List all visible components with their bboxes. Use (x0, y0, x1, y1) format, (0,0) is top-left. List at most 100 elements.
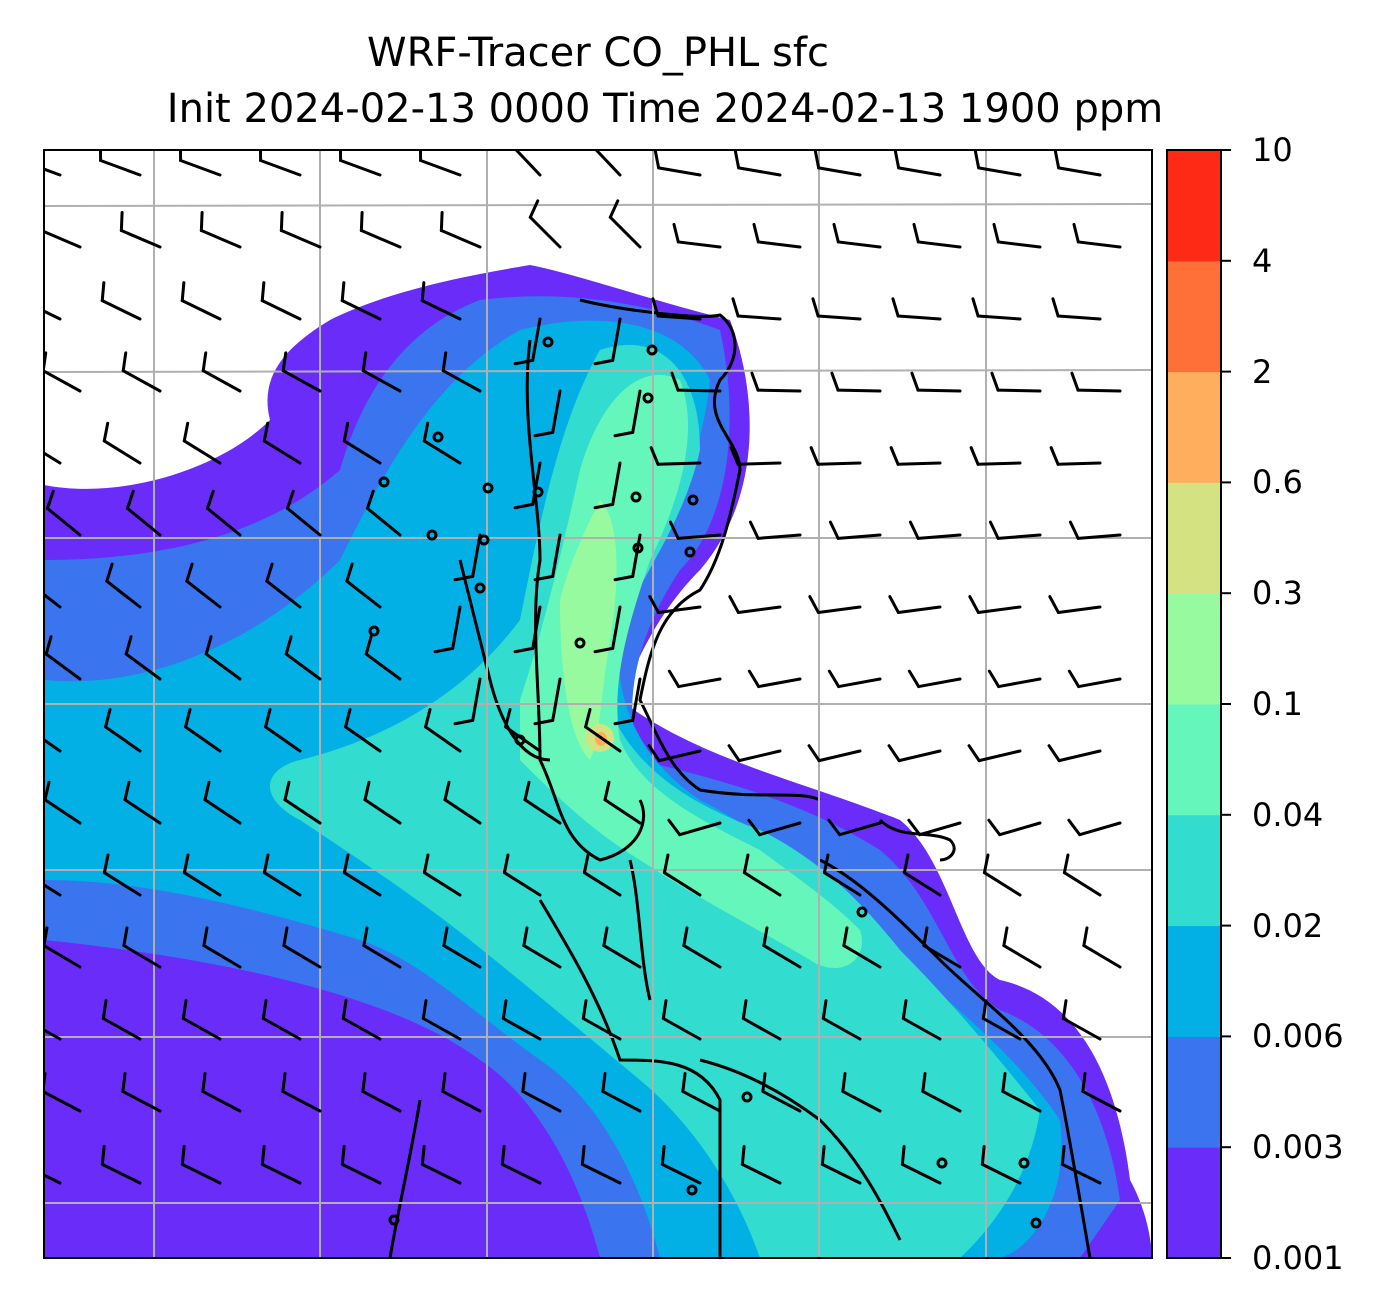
wind-barb-shaft (100, 299, 142, 321)
map-frame (43, 149, 1153, 1259)
wind-barb-shaft (1078, 821, 1122, 837)
wind-barb-shaft (124, 652, 162, 681)
wind-barb-flag (813, 150, 821, 170)
wind-barb-flag (205, 489, 215, 510)
colorbar-tick-label: 0.003 (1252, 1128, 1344, 1167)
wind-barb-shaft (916, 533, 962, 540)
wind-barb-shaft (285, 506, 322, 537)
wind-barb-flag (668, 520, 680, 540)
wind-barb-flag (533, 430, 555, 438)
wind-barb-flag (264, 707, 272, 729)
wind-barb-shaft (756, 533, 802, 540)
wind-barb-flag (602, 926, 609, 948)
wind-barb-shaft (580, 1162, 622, 1185)
wind-barb-flag (613, 574, 635, 582)
wind-barb-shaft (661, 1016, 702, 1041)
wind-barb-shaft (611, 605, 622, 650)
wind-barb-flag (340, 1144, 346, 1166)
wind-barb-shaft (182, 439, 222, 465)
wind-barb-flag (601, 1072, 607, 1093)
wind-barb-shaft (44, 1028, 62, 1041)
wind-barb-shaft (361, 369, 402, 393)
wind-barb-flag (820, 1144, 826, 1166)
wind-barb-flag (260, 281, 266, 303)
wind-barb-shaft (816, 314, 862, 321)
wind-barb-flag (442, 926, 449, 948)
wind-barb-flag (733, 150, 741, 170)
wind-barb-shaft (265, 579, 302, 609)
wind-barb-flag (279, 211, 284, 233)
wind-barb-shaft (1001, 1089, 1042, 1113)
wind-barb-flag (591, 128, 599, 144)
wind-barb-flag (662, 853, 670, 875)
wind-barb-shaft (976, 314, 1022, 321)
wind-barb-flag (900, 1144, 906, 1166)
wind-barb-shaft (342, 871, 382, 897)
wind-barb-flag (361, 1072, 367, 1093)
wind-barb-shaft (901, 1016, 942, 1041)
wind-barb-flag (649, 446, 660, 466)
wind-barb-shaft (44, 309, 62, 321)
colorbar-segment (1167, 150, 1221, 262)
wind-barb-flag (887, 744, 901, 763)
wind-barb-shaft (761, 1089, 802, 1113)
wind-barb-shaft (817, 166, 862, 177)
wind-barb-shaft (742, 871, 782, 897)
wind-barb-flag (987, 818, 1002, 837)
wind-barb-flag (968, 595, 980, 614)
wind-barb-shaft (896, 461, 942, 466)
wind-barb-shaft (1056, 461, 1102, 466)
wind-barb-shaft (916, 240, 962, 249)
wind-barb-shaft (841, 1089, 882, 1113)
wind-barb-flag (1061, 999, 1068, 1020)
wind-barb-shaft (261, 1016, 302, 1041)
colorbar (1167, 149, 1231, 1259)
calm-wind-marker (482, 482, 494, 494)
calm-wind-marker (686, 1184, 698, 1196)
colorbar-segment (1167, 593, 1221, 705)
wind-barb-flag (888, 595, 900, 614)
wind-barb-flag (987, 669, 1001, 689)
wind-barb-flag (807, 744, 821, 763)
calm-wind-marker (936, 1157, 948, 1169)
wind-barb-shaft (1057, 749, 1102, 763)
wind-barb-shaft (101, 1016, 142, 1041)
wind-barb-flag (841, 1072, 847, 1093)
wind-barb-shaft (656, 605, 702, 614)
wind-barb-shaft (736, 314, 782, 321)
wind-barb-shaft (976, 461, 1022, 466)
wind-barb-shaft (44, 230, 82, 249)
wind-barb-shaft (181, 1016, 222, 1041)
wind-barb-flag (124, 635, 133, 656)
wind-barb-flag (119, 211, 124, 233)
colorbar-segment (1167, 1036, 1221, 1148)
wind-barb-shaft (682, 944, 722, 969)
coastlines (388, 298, 1092, 1258)
wind-barb-shaft (44, 944, 82, 969)
wind-barb-shaft (359, 229, 402, 249)
wind-barb-flag (261, 999, 268, 1020)
wind-barb-shaft (422, 439, 462, 465)
wind-barb-shaft (502, 871, 542, 897)
wind-barb-flag (443, 780, 451, 802)
calm-wind-marker (426, 529, 438, 541)
wind-barb-flag (1048, 595, 1060, 614)
wind-barb-flag (284, 635, 293, 656)
wind-barb-shaft (581, 1016, 622, 1041)
wind-barb-shaft (260, 1162, 302, 1185)
wind-barb-shaft (631, 677, 642, 722)
wind-barb-flag (1070, 371, 1080, 392)
wind-barb-flag (827, 669, 841, 689)
wind-barb-flag (821, 999, 828, 1020)
wind-barb-shaft (837, 677, 882, 689)
wind-barb-shaft (821, 1016, 862, 1041)
wind-barb-flag (363, 780, 371, 802)
wind-barb-flag (441, 1072, 447, 1093)
wind-barb-shaft (816, 461, 862, 466)
wind-barb-flag (105, 562, 114, 583)
map-panel (44, 128, 1152, 1258)
wind-barb-shaft (902, 871, 942, 897)
wind-barb-flag (420, 1144, 426, 1166)
wind-barb-shaft (342, 439, 382, 465)
wind-barb-flag (182, 421, 190, 443)
